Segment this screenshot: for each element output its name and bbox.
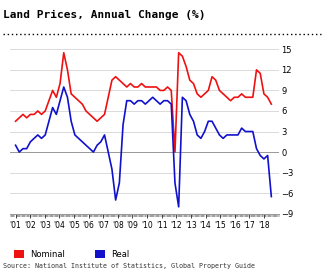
Legend: Nominal, Real: Nominal, Real — [14, 250, 130, 259]
Text: Land Prices, Annual Change (%): Land Prices, Annual Change (%) — [3, 10, 206, 20]
Text: Source: National Institute of Statistics, Global Property Guide: Source: National Institute of Statistics… — [3, 262, 255, 269]
